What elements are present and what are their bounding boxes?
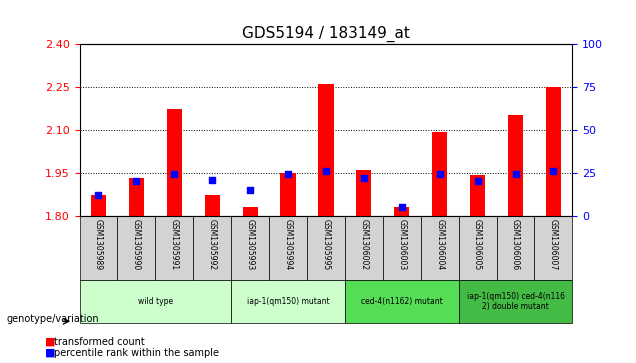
Point xyxy=(511,171,521,177)
Text: GSM1305989: GSM1305989 xyxy=(94,219,103,270)
Text: iap-1(qm150) ced-4(n116
2) double mutant: iap-1(qm150) ced-4(n116 2) double mutant xyxy=(467,292,565,311)
Text: iap-1(qm150) mutant: iap-1(qm150) mutant xyxy=(247,297,329,306)
Text: ■: ■ xyxy=(45,348,55,358)
FancyBboxPatch shape xyxy=(231,216,269,280)
FancyBboxPatch shape xyxy=(193,216,231,280)
FancyBboxPatch shape xyxy=(459,280,572,323)
Text: GSM1306006: GSM1306006 xyxy=(511,219,520,270)
Text: GSM1306004: GSM1306004 xyxy=(435,219,444,270)
Text: GSM1305994: GSM1305994 xyxy=(284,219,293,270)
Bar xyxy=(432,132,447,216)
Text: GSM1305992: GSM1305992 xyxy=(208,219,217,270)
Point xyxy=(245,187,255,193)
Text: percentile rank within the sample: percentile rank within the sample xyxy=(54,348,219,358)
Text: wild type: wild type xyxy=(138,297,173,306)
Point xyxy=(131,178,141,184)
FancyBboxPatch shape xyxy=(307,216,345,280)
Bar xyxy=(470,175,485,216)
Text: genotype/variation: genotype/variation xyxy=(6,314,99,325)
Text: GSM1306002: GSM1306002 xyxy=(359,219,368,270)
FancyBboxPatch shape xyxy=(459,216,497,280)
FancyBboxPatch shape xyxy=(345,280,459,323)
FancyBboxPatch shape xyxy=(80,280,231,323)
Bar xyxy=(394,207,410,216)
Text: GSM1305993: GSM1305993 xyxy=(245,219,254,270)
Text: GSM1305991: GSM1305991 xyxy=(170,219,179,270)
Bar xyxy=(91,196,106,216)
Bar xyxy=(280,172,296,216)
Bar xyxy=(242,207,258,216)
FancyBboxPatch shape xyxy=(155,216,193,280)
Point xyxy=(283,171,293,177)
Title: GDS5194 / 183149_at: GDS5194 / 183149_at xyxy=(242,26,410,42)
Bar xyxy=(546,86,561,216)
FancyBboxPatch shape xyxy=(534,216,572,280)
FancyBboxPatch shape xyxy=(80,216,118,280)
Point xyxy=(359,175,369,181)
Text: GSM1306005: GSM1306005 xyxy=(473,219,482,270)
Point xyxy=(397,204,407,210)
Bar xyxy=(508,115,523,216)
FancyBboxPatch shape xyxy=(118,216,155,280)
Bar xyxy=(205,196,220,216)
Point xyxy=(548,168,558,174)
Text: transformed count: transformed count xyxy=(54,337,145,347)
Bar xyxy=(319,84,333,216)
Text: GSM1306007: GSM1306007 xyxy=(549,219,558,270)
FancyBboxPatch shape xyxy=(231,280,345,323)
FancyBboxPatch shape xyxy=(383,216,421,280)
Text: GSM1305990: GSM1305990 xyxy=(132,219,141,270)
Point xyxy=(434,171,445,177)
Point xyxy=(321,168,331,174)
Text: ■: ■ xyxy=(45,337,55,347)
Text: GSM1306003: GSM1306003 xyxy=(398,219,406,270)
Point xyxy=(207,177,218,183)
Text: GSM1305995: GSM1305995 xyxy=(321,219,331,270)
Point xyxy=(93,193,104,199)
Bar xyxy=(129,178,144,216)
Point xyxy=(169,171,179,177)
FancyBboxPatch shape xyxy=(345,216,383,280)
Text: ced-4(n1162) mutant: ced-4(n1162) mutant xyxy=(361,297,443,306)
FancyBboxPatch shape xyxy=(269,216,307,280)
FancyBboxPatch shape xyxy=(421,216,459,280)
Bar xyxy=(167,110,182,216)
FancyBboxPatch shape xyxy=(497,216,534,280)
Point xyxy=(473,178,483,184)
Bar xyxy=(356,170,371,216)
